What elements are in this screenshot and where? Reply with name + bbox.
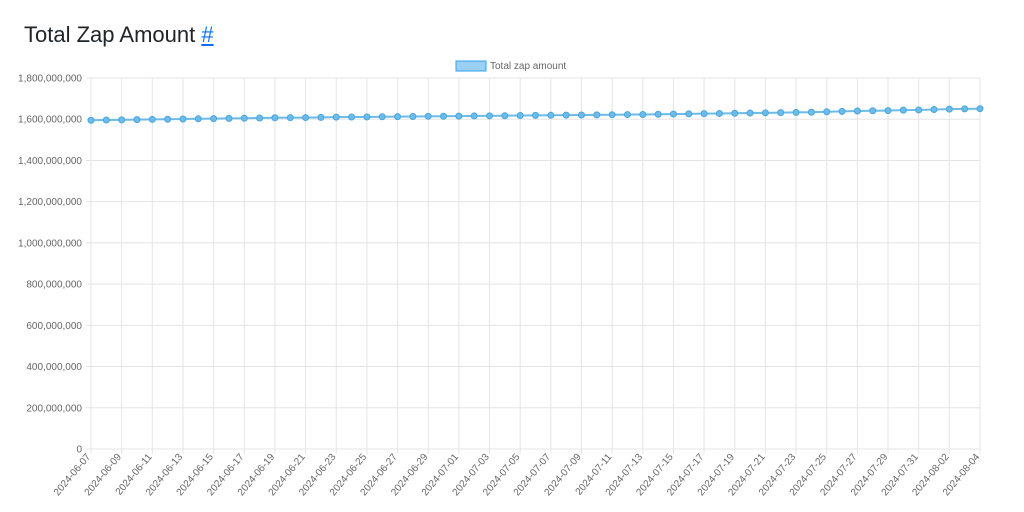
data-point — [148, 115, 156, 123]
data-point — [240, 114, 248, 122]
data-point — [348, 113, 356, 121]
data-point — [409, 113, 417, 121]
data-point — [884, 107, 892, 115]
y-tick-label: 0 — [76, 445, 82, 456]
data-point — [608, 111, 616, 119]
data-point — [102, 116, 110, 124]
y-tick-label: 1,200,000,000 — [18, 197, 82, 208]
data-point — [179, 115, 187, 123]
y-tick-label: 400,000,000 — [26, 362, 82, 373]
data-point — [746, 109, 754, 117]
data-point — [930, 106, 938, 114]
data-point — [593, 111, 601, 119]
data-point — [945, 105, 953, 113]
data-point — [271, 114, 279, 122]
y-tick-label: 1,400,000,000 — [18, 156, 82, 167]
legend-label: Total zap amount — [490, 61, 566, 72]
data-point — [823, 108, 831, 116]
data-point — [87, 116, 95, 124]
data-point — [700, 110, 708, 118]
data-point — [225, 114, 233, 122]
data-point — [715, 109, 723, 117]
data-point — [838, 107, 846, 115]
y-tick-label: 200,000,000 — [26, 403, 82, 414]
data-point — [440, 112, 448, 120]
data-point — [915, 106, 923, 114]
data-point — [286, 114, 294, 122]
data-point — [669, 110, 677, 118]
data-point — [455, 112, 463, 120]
data-point — [164, 115, 172, 123]
data-point — [378, 113, 386, 121]
legend[interactable]: Total zap amount — [455, 60, 566, 72]
data-points — [87, 105, 984, 124]
data-point — [532, 111, 539, 119]
data-point — [777, 109, 785, 117]
data-point — [899, 106, 907, 114]
data-point — [792, 108, 800, 116]
data-point — [394, 113, 402, 121]
data-point — [976, 105, 984, 113]
data-point — [501, 112, 509, 120]
data-point — [210, 115, 218, 123]
page-title: Total Zap Amount # — [24, 22, 214, 48]
y-tick-label: 600,000,000 — [26, 321, 82, 332]
data-point — [118, 116, 126, 124]
y-axis: 0 200,000,000 400,000,000 600,000,000 800,00… — [18, 74, 82, 456]
data-point — [731, 109, 739, 117]
data-point — [363, 113, 371, 121]
data-point — [133, 116, 141, 124]
data-point — [470, 112, 478, 120]
y-tick-label: 1,000,000,000 — [18, 238, 82, 249]
data-point — [761, 109, 769, 117]
data-point — [302, 114, 310, 122]
data-point — [516, 112, 524, 120]
data-point — [869, 107, 877, 115]
page-title-text: Total Zap Amount — [24, 22, 196, 47]
grid — [86, 77, 981, 454]
data-point — [654, 110, 662, 118]
y-tick-label: 800,000,000 — [26, 280, 82, 291]
anchor-link[interactable]: # — [201, 22, 214, 47]
x-axis: 2024-06-072024-06-092024-06-112024-06-13… — [52, 452, 983, 499]
data-point — [577, 111, 585, 119]
data-point — [685, 110, 693, 118]
data-point — [256, 114, 264, 122]
data-point — [807, 108, 815, 116]
data-point — [853, 107, 861, 115]
legend-swatch — [455, 60, 487, 72]
data-point — [194, 115, 202, 123]
y-tick-label: 1,800,000,000 — [18, 74, 82, 85]
data-point — [424, 112, 432, 120]
data-point — [317, 113, 325, 121]
data-point — [961, 105, 969, 113]
data-point — [623, 111, 631, 119]
data-point — [562, 111, 570, 119]
y-tick-label: 1,600,000,000 — [18, 115, 82, 126]
data-point — [486, 112, 494, 120]
data-point — [639, 110, 647, 118]
data-point — [547, 111, 555, 119]
data-point — [332, 113, 340, 121]
